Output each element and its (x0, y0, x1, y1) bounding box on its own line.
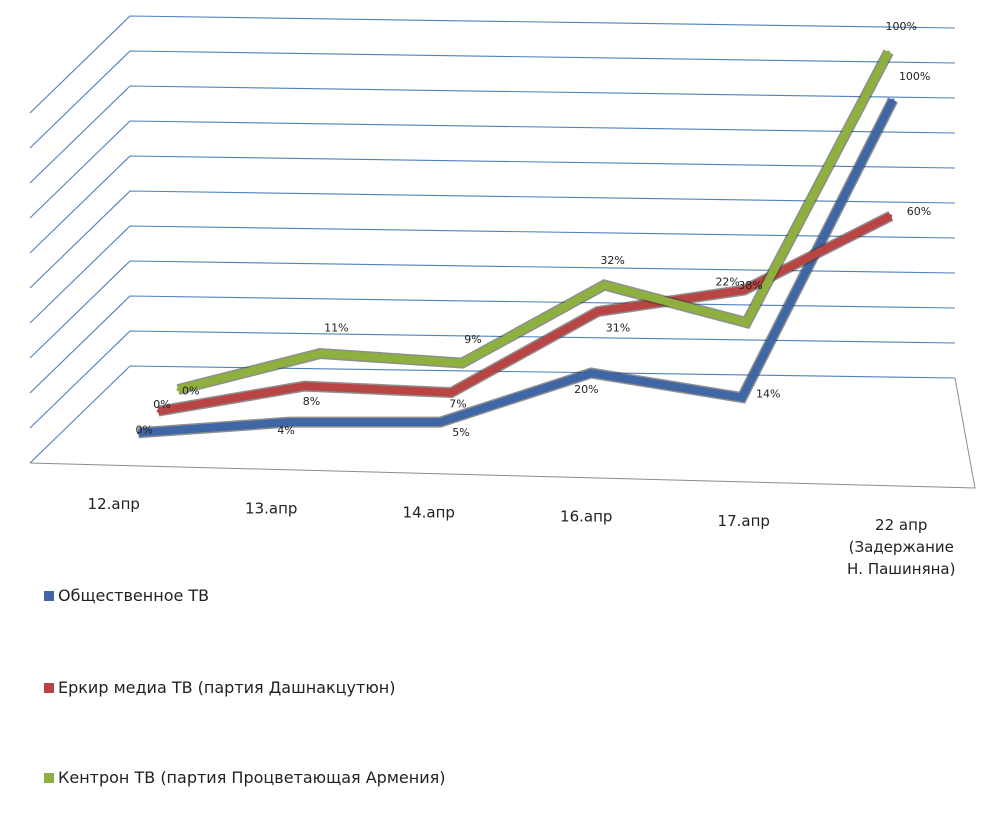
legend-item-1: Еркир медиа ТВ (партия Дашнакцутюн) (44, 676, 396, 699)
legend-swatch (44, 773, 54, 783)
data-label: 32% (600, 254, 624, 267)
data-label: 0% (153, 398, 170, 411)
gridline (29, 330, 956, 429)
data-label: 7% (449, 398, 466, 411)
data-point (303, 384, 307, 388)
data-label: 14% (756, 388, 780, 401)
chart: 0% 4% 5% 20% 14% 100% 0% 8% 7% 31% 38% 60% 0% 11% 9% 32… (29, 15, 976, 578)
data-label: 8% (303, 395, 320, 408)
data-point (742, 288, 746, 292)
x-tick-label: 16.апр (560, 508, 612, 526)
x-tick-label: 12.апр (88, 495, 140, 513)
chart-floor (29, 377, 976, 489)
data-label: 100% (899, 70, 930, 83)
legend-label: Общественное ТВ (58, 586, 210, 605)
legend-item-2: Кентрон ТВ (партия Процветающая Армения) (44, 766, 445, 789)
data-label: 31% (606, 322, 630, 335)
data-point (589, 371, 593, 375)
gridline (29, 50, 956, 149)
data-label: 11% (324, 322, 348, 335)
series-line-shadow (176, 49, 894, 395)
gridline (29, 225, 956, 324)
data-label: 5% (452, 426, 469, 439)
gridline (29, 120, 956, 219)
data-label: 0% (182, 385, 199, 398)
data-point (889, 214, 893, 218)
gridline (29, 260, 956, 359)
gridline (29, 85, 956, 184)
legend-label: Еркир медиа ТВ (партия Дашнакцутюн) (58, 678, 396, 697)
x-tick-label: 22 апр (Задержание Н. Пашиняна) (847, 516, 955, 578)
data-point (449, 391, 453, 395)
data-label: 38% (738, 279, 762, 292)
x-tick-label: 17.апр (718, 512, 770, 530)
data-point (744, 321, 748, 325)
data-label: 20% (574, 383, 598, 396)
gridline (29, 190, 956, 289)
chart-gridlines (29, 15, 956, 464)
chart-series-lines (136, 49, 898, 439)
legend-swatch (44, 591, 54, 601)
data-label: 100% (886, 20, 917, 33)
data-point (602, 283, 606, 287)
x-tick-label: 13.апр (245, 499, 297, 517)
data-point (438, 420, 442, 424)
data-label: 0% (135, 424, 152, 437)
data-point (156, 409, 160, 413)
data-point (596, 310, 600, 314)
data-point (287, 420, 291, 424)
legend-label: Кентрон ТВ (партия Процветающая Армения) (58, 768, 446, 787)
data-point (176, 388, 180, 392)
data-point (136, 431, 140, 435)
gridline (29, 365, 956, 464)
data-point (740, 396, 744, 400)
gridline (29, 155, 956, 254)
chart-data-labels: 0% 4% 5% 20% 14% 100% 0% 8% 7% 31% 38% 60% 0% 11% 9% 32… (135, 20, 931, 439)
data-label: 9% (464, 333, 481, 346)
data-point (887, 50, 891, 54)
legend-item-0: Общественное ТВ (44, 584, 209, 607)
chart-x-axis-labels: 12.апр 13.апр 14.апр 16.апр 17.апр 22 апр (Зад… (88, 495, 956, 578)
gridline (29, 15, 956, 114)
data-point (318, 352, 322, 356)
legend-swatch (44, 683, 54, 693)
data-label: 60% (907, 205, 931, 218)
series-line (177, 50, 893, 394)
data-label: 4% (277, 424, 294, 437)
data-point (460, 361, 464, 365)
floor-edge (29, 377, 976, 489)
series-line (138, 98, 897, 437)
x-tick-label: 14.апр (403, 503, 455, 521)
data-label: 22% (715, 276, 739, 289)
data-point (891, 98, 895, 102)
